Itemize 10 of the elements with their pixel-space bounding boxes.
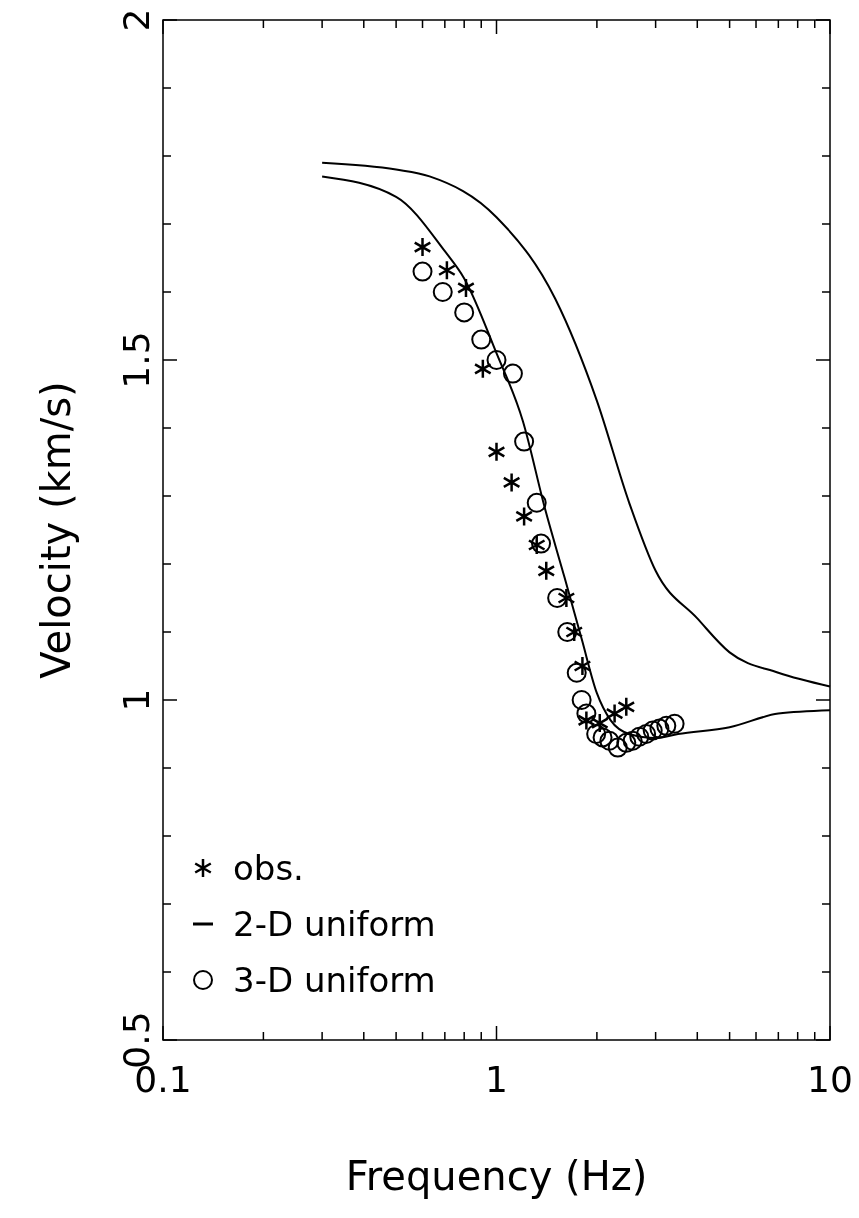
y-axis-title: Velocity (km/s): [33, 381, 79, 679]
legend-label: obs.: [233, 848, 304, 888]
legend-label: 2-D uniform: [233, 904, 436, 944]
y-tick-label: 2: [116, 8, 157, 32]
legend-label: 3-D uniform: [233, 960, 436, 1000]
x-tick-label: 10: [807, 1059, 853, 1100]
y-tick-label: 1: [116, 688, 157, 712]
x-tick-label: 1: [485, 1059, 508, 1100]
x-axis-title: Frequency (Hz): [345, 1153, 648, 1199]
y-tick-label: 1.5: [116, 331, 157, 389]
